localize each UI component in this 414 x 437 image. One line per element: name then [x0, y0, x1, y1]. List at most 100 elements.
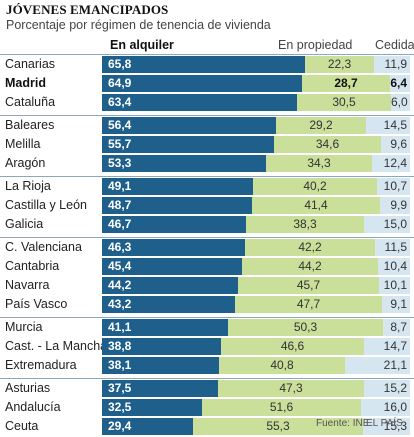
bar-row: Castilla y León 48,7 41,4 9,9: [0, 197, 414, 214]
bar-rent: [102, 418, 193, 435]
value-label-ced: 12,4: [383, 156, 407, 170]
value-label-rent: 32,5: [108, 400, 132, 414]
value-label-rent: 48,7: [108, 198, 132, 212]
bar-own: [221, 338, 364, 355]
value-label-own: 30,5: [332, 95, 356, 109]
value-label-rent: 64,9: [108, 76, 132, 90]
bar-rent: [102, 319, 228, 336]
bar-own: [274, 136, 381, 153]
value-label-ced: 15,2: [383, 381, 407, 395]
bar-ced: [345, 357, 410, 374]
bar-row: Melilla 55,7 34,6 9,6: [0, 136, 414, 153]
value-label-own: 29,2: [309, 118, 333, 132]
bar-row: Cataluña 63,4 30,5 6,0: [0, 94, 414, 111]
bar-rent: [102, 258, 242, 275]
bar-rent: [102, 380, 218, 397]
bar-row: La Rioja 49,1 40,2 10,7: [0, 178, 414, 195]
bar-ced: [390, 75, 410, 92]
value-label-ced: 10,1: [383, 278, 407, 292]
value-label-own: 45,7: [296, 278, 321, 292]
value-label-own: 47,7: [296, 297, 321, 311]
bar-own: [219, 357, 345, 374]
region-label: Canarias: [5, 57, 56, 71]
value-label-own: 50,3: [293, 320, 318, 334]
value-label-ced: 11,9: [384, 57, 407, 71]
value-label-ced: 6,0: [391, 95, 408, 109]
bar-ced: [364, 216, 410, 233]
group-separator: [0, 317, 414, 318]
region-label: Aragón: [5, 156, 46, 170]
bar-own: [235, 296, 382, 313]
bar-ced: [374, 56, 410, 73]
bar-ced: [383, 319, 410, 336]
bar-ced: [372, 155, 410, 172]
bar-row: Aragón 53,3 34,3 12,4: [0, 155, 414, 172]
bar-ced: [378, 258, 410, 275]
bar-rent: [102, 56, 305, 73]
value-label-own: 55,3: [266, 419, 290, 433]
bar-own: [302, 75, 390, 92]
value-label-rent: 46,7: [108, 217, 132, 231]
bar-own: [245, 239, 375, 256]
bar-ced: [375, 239, 410, 256]
bar-row: Asturias 37,5 47,3 15,2: [0, 380, 414, 397]
region-label: Melilla: [5, 137, 41, 151]
value-label-rent: 43,2: [108, 297, 132, 311]
bar-own: [238, 277, 379, 294]
legend-rent: En alquiler: [110, 38, 174, 52]
value-label-ced: 8,7: [390, 320, 407, 334]
region-label: Asturias: [5, 381, 51, 395]
value-label-own: 46,6: [280, 339, 305, 353]
region-label: Galicia: [5, 217, 44, 231]
region-label: Ceuta: [5, 419, 39, 433]
bar-own: [305, 56, 374, 73]
bar-own: [193, 418, 363, 435]
value-label-ced: 6,4: [390, 76, 407, 90]
bar-ced: [382, 296, 410, 313]
bar-ced: [361, 399, 410, 416]
bar-rent: [102, 197, 252, 214]
bar-row: Canarias 65,8 22,3 11,9: [0, 56, 414, 73]
group-separator: [0, 115, 414, 116]
region-label: Andalucía: [5, 400, 61, 414]
value-label-own: 47,3: [279, 381, 303, 395]
bar-rent: [102, 338, 221, 355]
bar-ced: [364, 380, 410, 397]
value-label-ced: 16,0: [383, 400, 407, 414]
value-label-rent: 44,2: [108, 278, 132, 292]
source-note: Fuente: INE.: [316, 418, 373, 429]
bar-row: Extremadura 38,1 40,8 21,1: [0, 357, 414, 374]
legend-own: En propiedad: [278, 38, 353, 52]
value-label-ced: 9,9: [390, 198, 407, 212]
bar-rent: [102, 178, 253, 195]
value-label-own: 34,6: [315, 137, 340, 151]
group-separator: [0, 54, 414, 55]
bar-rent: [102, 399, 202, 416]
value-label-ced: 21,1: [383, 358, 407, 372]
value-label-own: 34,3: [307, 156, 331, 170]
bar-row: País Vasco 43,2 47,7 9,1: [0, 296, 414, 313]
bar-row: Ceuta 29,4 55,3 15,3: [0, 418, 414, 435]
group-separator: [0, 176, 414, 177]
bar-ced: [391, 94, 410, 111]
value-label-ced: 10,7: [383, 179, 407, 193]
region-label: Extremadura: [5, 358, 77, 372]
bar-row: Andalucía 32,5 51,6 16,0: [0, 399, 414, 416]
bar-own: [297, 94, 391, 111]
region-label: Castilla y León: [5, 198, 87, 212]
value-label-own: 22,3: [327, 57, 352, 71]
value-label-rent: 38,1: [108, 358, 132, 372]
legend-ced: Cedida: [375, 38, 414, 52]
value-label-ced: 10,4: [383, 259, 407, 273]
value-label-own: 51,6: [269, 400, 294, 414]
chart-subtitle: Porcentaje por régimen de tenencia de vi…: [6, 18, 271, 32]
value-label-rent: 38,8: [108, 339, 132, 353]
bar-rent: [102, 357, 219, 374]
region-label: Cantabria: [5, 259, 60, 273]
bar-own: [228, 319, 383, 336]
chart-title: JÓVENES EMANCIPADOS: [6, 2, 169, 17]
value-label-own: 40,2: [303, 179, 327, 193]
bar-own: [253, 178, 377, 195]
bar-row: Madrid 64,9 28,7 6,4: [0, 75, 414, 92]
bar-ced: [381, 136, 410, 153]
